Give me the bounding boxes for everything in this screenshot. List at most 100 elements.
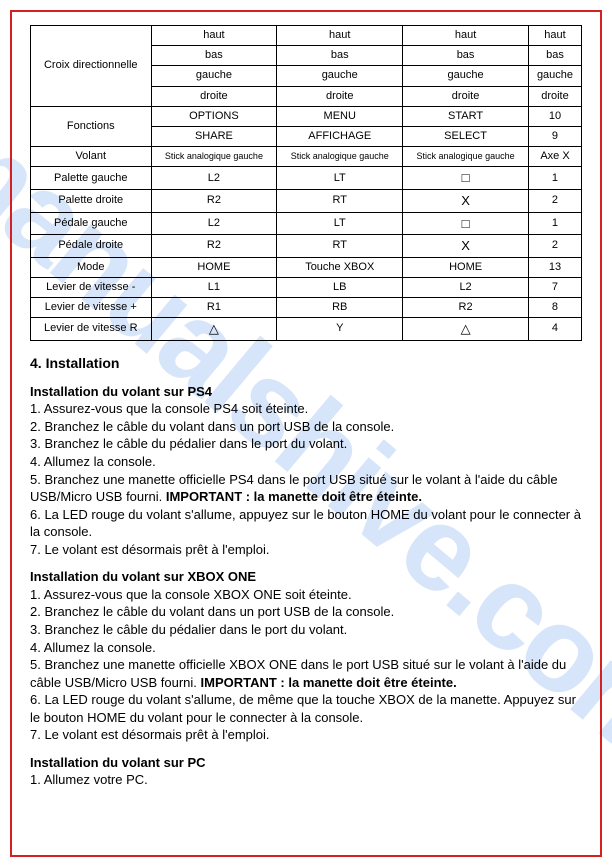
cell: START <box>403 106 529 126</box>
ps4-line: 7. Le volant est désormais prêt à l'empl… <box>30 542 270 557</box>
row-label: Levier de vitesse + <box>31 298 152 318</box>
cell: bas <box>277 46 403 66</box>
cell: droite <box>151 86 277 106</box>
ps4-line: 2. Branchez le câble du volant dans un p… <box>30 419 394 434</box>
xbox-line: 4. Allumez la console. <box>30 640 156 655</box>
cell: 13 <box>528 257 581 277</box>
row-label: Levier de vitesse - <box>31 277 152 297</box>
cell: 7 <box>528 277 581 297</box>
row-label: Fonctions <box>31 106 152 146</box>
cell: Stick analogique gauche <box>403 147 529 167</box>
cell: droite <box>277 86 403 106</box>
ps4-line: 3. Branchez le câble du pédalier dans le… <box>30 436 347 451</box>
table-row: Pédale droite R2 RT X 2 <box>31 235 582 258</box>
cell: 1 <box>528 167 581 190</box>
cell: Stick analogique gauche <box>277 147 403 167</box>
cell: RT <box>277 189 403 212</box>
page-content: Croix directionnelle haut haut haut haut… <box>30 25 582 842</box>
cell: gauche <box>151 66 277 86</box>
ps4-block: Installation du volant sur PS4 1. Assure… <box>30 383 582 558</box>
cell: X <box>403 235 529 258</box>
cell: droite <box>528 86 581 106</box>
cell: gauche <box>403 66 529 86</box>
row-label: Croix directionnelle <box>31 26 152 107</box>
ps4-line: 1. Assurez-vous que la console PS4 soit … <box>30 401 308 416</box>
mapping-table: Croix directionnelle haut haut haut haut… <box>30 25 582 341</box>
cell: bas <box>403 46 529 66</box>
xbox-line: 7. Le volant est désormais prêt à l'empl… <box>30 727 270 742</box>
cell: Axe X <box>528 147 581 167</box>
cell: 8 <box>528 298 581 318</box>
cell: □ <box>403 212 529 235</box>
cell: HOME <box>151 257 277 277</box>
cell: 10 <box>528 106 581 126</box>
pc-head: Installation du volant sur PC <box>30 755 206 770</box>
row-label: Pédale gauche <box>31 212 152 235</box>
cell: 9 <box>528 126 581 146</box>
cell: X <box>403 189 529 212</box>
xbox-block: Installation du volant sur XBOX ONE 1. A… <box>30 568 582 743</box>
cell: Touche XBOX <box>277 257 403 277</box>
cell: △ <box>403 318 529 341</box>
table-row: Mode HOME Touche XBOX HOME 13 <box>31 257 582 277</box>
table-row: Palette droite R2 RT X 2 <box>31 189 582 212</box>
cell: L2 <box>151 212 277 235</box>
cell: 2 <box>528 235 581 258</box>
cell: L2 <box>151 167 277 190</box>
ps4-important: IMPORTANT : la manette doit être éteinte… <box>166 489 422 504</box>
table-row: Levier de vitesse - L1 LB L2 7 <box>31 277 582 297</box>
xbox-important: IMPORTANT : la manette doit être éteinte… <box>201 675 457 690</box>
cell: haut <box>528 26 581 46</box>
pc-line: 1. Allumez votre PC. <box>30 772 148 787</box>
cell: OPTIONS <box>151 106 277 126</box>
cell: droite <box>403 86 529 106</box>
cell: haut <box>151 26 277 46</box>
table-row: Levier de vitesse + R1 RB R2 8 <box>31 298 582 318</box>
cell: R2 <box>151 235 277 258</box>
table-row: Volant Stick analogique gauche Stick ana… <box>31 147 582 167</box>
ps4-head: Installation du volant sur PS4 <box>30 384 212 399</box>
row-label: Mode <box>31 257 152 277</box>
cell: R1 <box>151 298 277 318</box>
table-row: Levier de vitesse R △ Y △ 4 <box>31 318 582 341</box>
xbox-line: 3. Branchez le câble du pédalier dans le… <box>30 622 347 637</box>
cell: SELECT <box>403 126 529 146</box>
cell: haut <box>403 26 529 46</box>
xbox-line: 6. La LED rouge du volant s'allume, de m… <box>30 692 576 725</box>
cell: L1 <box>151 277 277 297</box>
cell: △ <box>151 318 277 341</box>
cell: RT <box>277 235 403 258</box>
xbox-line: 2. Branchez le câble du volant dans un p… <box>30 604 394 619</box>
cell: gauche <box>528 66 581 86</box>
cell: AFFICHAGE <box>277 126 403 146</box>
table-row: Pédale gauche L2 LT □ 1 <box>31 212 582 235</box>
cell: □ <box>403 167 529 190</box>
xbox-line: 1. Assurez-vous que la console XBOX ONE … <box>30 587 352 602</box>
row-label: Levier de vitesse R <box>31 318 152 341</box>
row-label: Palette gauche <box>31 167 152 190</box>
cell: MENU <box>277 106 403 126</box>
cell: 2 <box>528 189 581 212</box>
cell: Y <box>277 318 403 341</box>
row-label: Pédale droite <box>31 235 152 258</box>
cell: R2 <box>151 189 277 212</box>
row-label: Volant <box>31 147 152 167</box>
cell: 1 <box>528 212 581 235</box>
row-label: Palette droite <box>31 189 152 212</box>
cell: bas <box>151 46 277 66</box>
cell: HOME <box>403 257 529 277</box>
cell: gauche <box>277 66 403 86</box>
pc-block: Installation du volant sur PC 1. Allumez… <box>30 754 582 789</box>
cell: 4 <box>528 318 581 341</box>
cell: SHARE <box>151 126 277 146</box>
table-row: Croix directionnelle haut haut haut haut <box>31 26 582 46</box>
cell: LT <box>277 167 403 190</box>
cell: R2 <box>403 298 529 318</box>
cell: Stick analogique gauche <box>151 147 277 167</box>
cell: RB <box>277 298 403 318</box>
cell: LB <box>277 277 403 297</box>
ps4-line: 6. La LED rouge du volant s'allume, appu… <box>30 507 581 540</box>
table-row: Fonctions OPTIONS MENU START 10 <box>31 106 582 126</box>
table-row: Palette gauche L2 LT □ 1 <box>31 167 582 190</box>
cell: bas <box>528 46 581 66</box>
